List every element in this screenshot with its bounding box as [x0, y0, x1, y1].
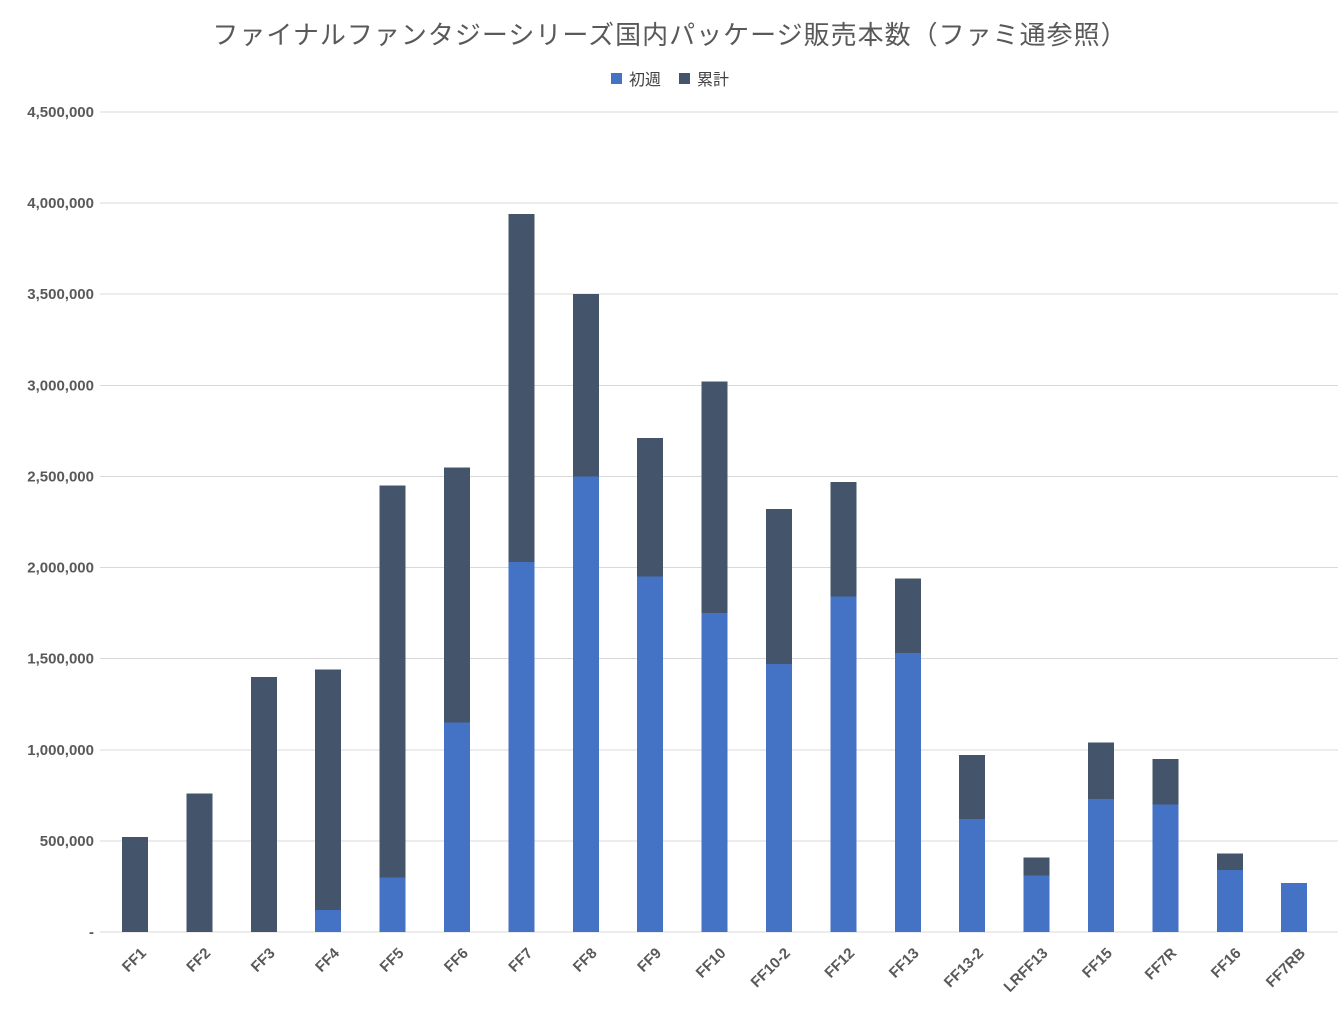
bar-FF13-cumulative-segment: [894, 578, 921, 654]
legend-item-first-week: 初週: [610, 66, 661, 90]
y-tick-label: 1,000,000: [27, 742, 94, 759]
bar-FF5-cumulative-segment: [379, 485, 406, 878]
bar-LRFF13-first-week-segment: [1023, 875, 1050, 932]
x-axis-label-FF4: FF4: [312, 944, 343, 975]
bar-FF3-cumulative-segment: [250, 676, 277, 932]
bar-FF7RB-first-week-segment: [1281, 882, 1308, 932]
bar-FF16-first-week-segment: [1216, 870, 1243, 932]
x-axis-label-FF7RB: FF7RB: [1263, 945, 1309, 991]
bar-FF7-first-week-segment: [508, 562, 535, 932]
bar-FF10-cumulative-segment: [701, 381, 728, 614]
x-axis-label-FF7: FF7: [505, 945, 536, 976]
bar-FF12-cumulative-segment: [830, 481, 857, 597]
x-axis-label-FF10-2: FF10-2: [748, 945, 794, 991]
bar-FF7R-first-week-segment: [1152, 804, 1179, 932]
bar-LRFF13-cumulative-segment: [1023, 857, 1050, 876]
bar-FF13-first-week-segment: [894, 653, 921, 932]
bar-FF2-cumulative-segment: [186, 793, 213, 932]
x-axis-label-FF12: FF12: [821, 945, 858, 982]
bar-FF4-cumulative-segment: [315, 669, 342, 911]
bar-FF4-first-week-segment: [315, 910, 342, 932]
x-axis-label-FF3: FF3: [248, 945, 279, 976]
y-tick-label: 3,500,000: [27, 286, 94, 303]
x-axis-label-FF1: FF1: [119, 945, 150, 976]
bar-FF16-cumulative-segment: [1216, 853, 1243, 871]
bar-FF8-cumulative-segment: [572, 294, 599, 477]
x-axis-label-FF9: FF9: [634, 945, 665, 976]
bar-FF5-first-week-segment: [379, 877, 406, 932]
bar-FF13-2-cumulative-segment: [959, 755, 986, 820]
bar-FF10-2-first-week-segment: [766, 664, 792, 932]
bar-FF9-cumulative-segment: [637, 438, 664, 577]
bar-FF6-first-week-segment: [444, 722, 470, 932]
y-tick-label: 2,500,000: [27, 468, 94, 485]
legend-item-cumulative: 累計: [679, 66, 729, 90]
x-axis-label-FF7R: FF7R: [1142, 945, 1181, 984]
y-tick-label: 2,000,000: [27, 560, 94, 577]
y-tick-label: -: [89, 924, 94, 941]
bar-FF15-first-week-segment: [1088, 798, 1114, 932]
bar-FF10-first-week-segment: [701, 613, 728, 932]
bar-FF13-2-first-week-segment: [959, 819, 986, 932]
x-axis-label-FF16: FF16: [1208, 945, 1245, 982]
bar-FF6-cumulative-segment: [444, 467, 470, 723]
bar-FF10-2-cumulative-segment: [766, 509, 792, 665]
y-tick-label: 4,000,000: [27, 195, 94, 212]
chart-title: ファイナルファンタジーシリーズ国内パッケージ販売本数（ファミ通参照）: [212, 20, 1128, 50]
x-axis-label-FF6: FF6: [441, 945, 472, 976]
x-axis-label-FF15: FF15: [1079, 945, 1116, 982]
y-tick-label: 3,000,000: [27, 377, 94, 394]
x-axis-label-FF10: FF10: [693, 945, 730, 982]
legend-label-cumulative: 累計: [697, 72, 730, 89]
legend-swatch-cumulative-icon: [679, 72, 690, 84]
y-tick-label: 500,000: [40, 833, 94, 850]
x-axis-label-FF2: FF2: [183, 945, 214, 976]
legend-label-first-week: 初週: [628, 72, 661, 89]
bar-FF9-first-week-segment: [637, 576, 664, 932]
y-tick-label: 4,500,000: [27, 104, 94, 121]
bar-FF15-cumulative-segment: [1088, 742, 1114, 799]
x-axis-label-FF13-2: FF13-2: [941, 945, 987, 991]
x-axis-label-FF5: FF5: [377, 945, 408, 976]
chart-legend: 初週 累計: [0, 66, 1340, 90]
x-axis-label-LRFF13: LRFF13: [1001, 945, 1052, 996]
bar-FF12-first-week-segment: [830, 596, 857, 932]
bar-FF7R-cumulative-segment: [1152, 758, 1179, 805]
y-tick-label: 1,500,000: [27, 651, 94, 668]
x-axis-label-FF8: FF8: [570, 945, 601, 976]
bar-FF7-cumulative-segment: [508, 214, 535, 563]
x-axis-label-FF13: FF13: [886, 945, 923, 982]
bar-FF8-first-week-segment: [572, 476, 599, 932]
bar-FF1-cumulative-segment: [122, 837, 148, 932]
legend-swatch-first-week-icon: [610, 72, 622, 84]
